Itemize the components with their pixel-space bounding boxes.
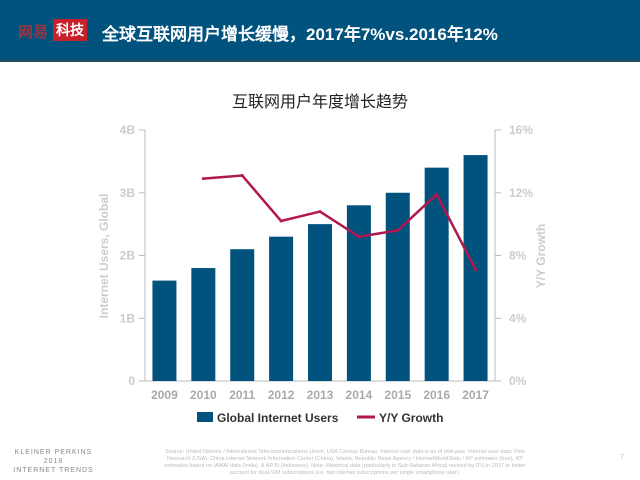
bar xyxy=(308,224,332,381)
y2-tick-label: 8% xyxy=(509,249,527,263)
x-tick-label: 2017 xyxy=(462,388,489,402)
growth-point xyxy=(279,219,283,223)
kp-brand: KLEINER PERKINS 2018 INTERNET TRENDS xyxy=(6,448,101,475)
growth-line xyxy=(203,174,477,271)
y2-tick-label: 12% xyxy=(509,186,533,200)
logo-netease: 网易 xyxy=(18,24,49,41)
brand-line: KLEINER PERKINS xyxy=(14,449,93,456)
x-tick-label: 2012 xyxy=(268,388,295,402)
growth-point xyxy=(318,210,322,214)
logo-tech: 科技 xyxy=(53,19,87,41)
x-tick-label: 2015 xyxy=(384,388,411,402)
y-tick-label: 0 xyxy=(128,374,135,388)
page-number: 7 xyxy=(620,454,624,461)
x-tick-label: 2011 xyxy=(229,388,255,402)
y-tick-label: 4B xyxy=(120,123,136,137)
combo-chart: 0 1B 2B 3B 4B 0% 4% 8% 12% 16% Internet Users, Glo… xyxy=(97,123,548,425)
bar xyxy=(230,249,255,381)
legend-label-line: Y/Y Growth xyxy=(379,411,443,425)
x-tick-label: 2010 xyxy=(190,388,217,402)
growth-point xyxy=(435,192,439,196)
header-bar: 网易 科技 全球互联网用户增长缓慢，2017年7%vs.2016年12% xyxy=(0,0,640,62)
x-tick-label: 2013 xyxy=(307,388,334,402)
bar xyxy=(269,236,294,381)
y2-tick-label: 16% xyxy=(509,123,533,137)
y-tick-label: 3B xyxy=(120,186,136,200)
chart-title: 互联网用户年度增长趋势 xyxy=(231,94,408,111)
page-title: 全球互联网用户增长缓慢，2017年7%vs.2016年12% xyxy=(102,25,498,44)
brand-line: INTERNET TRENDS xyxy=(13,467,94,474)
bar xyxy=(152,280,177,381)
y2-axis-label: Y/Y Growth xyxy=(534,224,548,288)
growth-point xyxy=(474,268,478,272)
growth-point xyxy=(396,228,400,232)
y2-tick-label: 0% xyxy=(509,374,527,388)
brand-line: 2018 xyxy=(43,458,64,465)
legend-swatch-bars xyxy=(197,412,213,422)
growth-point xyxy=(201,177,205,181)
x-tick-label: 2009 xyxy=(151,388,178,402)
source-note: Source: United Nations / International T… xyxy=(164,449,526,476)
y-tick-label: 1B xyxy=(120,311,136,325)
x-tick-label: 2016 xyxy=(423,388,450,402)
y-axis-label: Internet Users, Global xyxy=(97,194,111,319)
bar xyxy=(191,268,216,381)
y-tick-label: 2B xyxy=(120,249,136,263)
growth-point xyxy=(357,235,361,239)
y2-tick-label: 4% xyxy=(509,311,527,325)
bar xyxy=(424,167,449,381)
x-tick-label: 2014 xyxy=(346,388,373,402)
growth-point xyxy=(240,173,244,177)
legend-label-bars: Global Internet Users xyxy=(217,411,339,425)
